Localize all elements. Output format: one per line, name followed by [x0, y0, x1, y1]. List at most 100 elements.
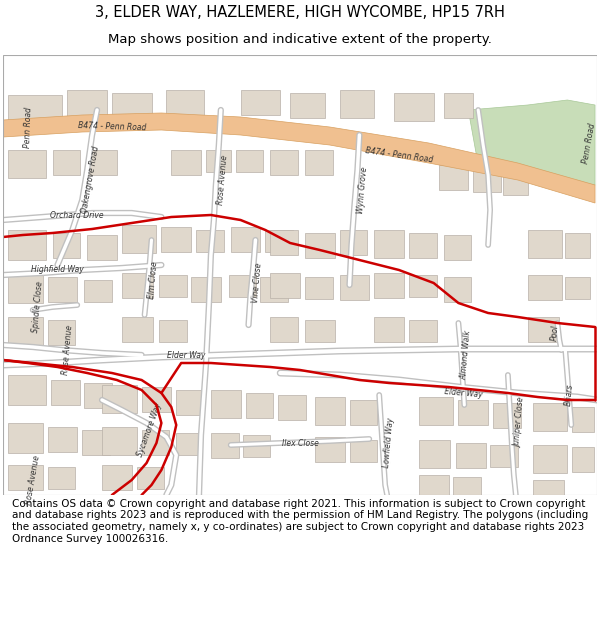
Bar [419, 440, 451, 468]
Bar [211, 433, 239, 458]
Bar [8, 317, 43, 345]
Bar [533, 445, 568, 473]
Bar [196, 230, 224, 252]
Bar [53, 233, 80, 258]
Bar [409, 233, 437, 258]
Text: B474 - Penn Road: B474 - Penn Road [77, 121, 146, 132]
Bar [572, 407, 594, 432]
Bar [191, 277, 221, 302]
Text: Highfield Way: Highfield Way [31, 266, 84, 274]
Bar [137, 467, 164, 489]
Bar [350, 400, 377, 425]
Bar [53, 150, 80, 175]
Text: Contains OS data © Crown copyright and database right 2021. This information is : Contains OS data © Crown copyright and d… [12, 499, 588, 544]
Bar [305, 233, 335, 258]
Bar [340, 90, 374, 118]
Bar [565, 233, 590, 258]
Bar [278, 395, 306, 420]
Bar [394, 93, 434, 121]
Bar [374, 273, 404, 298]
Text: Elder Way: Elder Way [444, 387, 483, 399]
Text: Rose Avenue: Rose Avenue [61, 325, 74, 375]
Bar [176, 390, 204, 415]
Bar [245, 393, 273, 418]
Text: Oakengrove Road: Oakengrove Road [80, 146, 100, 214]
Bar [241, 90, 280, 115]
Bar [160, 320, 187, 342]
Bar [176, 433, 201, 455]
Text: Penn Road: Penn Road [23, 106, 33, 148]
Bar [8, 465, 43, 490]
Bar [340, 230, 367, 255]
Bar [122, 225, 157, 253]
Bar [528, 230, 562, 258]
Polygon shape [3, 113, 595, 203]
Bar [490, 445, 518, 467]
Bar [122, 273, 154, 298]
Bar [47, 277, 77, 302]
Bar [374, 317, 404, 342]
Bar [8, 150, 46, 178]
Bar [350, 440, 377, 462]
Bar [443, 235, 471, 260]
Bar [443, 93, 473, 118]
Bar [315, 437, 344, 462]
Bar [160, 275, 187, 297]
Bar [229, 275, 256, 297]
Bar [454, 477, 481, 499]
Text: Vine Close: Vine Close [251, 262, 263, 304]
Bar [271, 230, 298, 255]
Bar [315, 397, 344, 425]
Bar [84, 383, 112, 408]
Bar [102, 427, 137, 455]
Bar [236, 150, 263, 172]
Bar [340, 275, 370, 300]
Bar [142, 387, 172, 412]
Bar [305, 277, 332, 299]
Bar [8, 230, 46, 260]
Bar [47, 427, 77, 452]
Text: Spindle Close: Spindle Close [31, 281, 44, 333]
Bar [8, 275, 43, 303]
Bar [457, 443, 486, 468]
Bar [82, 430, 110, 455]
Bar [290, 93, 325, 118]
Bar [47, 320, 75, 345]
Bar [8, 375, 46, 405]
Bar [493, 403, 521, 428]
Bar [473, 170, 501, 192]
Bar [419, 475, 449, 500]
Bar [211, 390, 241, 418]
Bar [122, 317, 154, 342]
Bar [305, 150, 332, 175]
Bar [503, 173, 528, 195]
Bar [102, 465, 132, 490]
Bar [374, 230, 404, 258]
Bar [260, 277, 288, 302]
Bar [458, 400, 488, 425]
Bar [87, 150, 117, 175]
Text: Lowfield Way: Lowfield Way [382, 418, 396, 468]
Text: B474 - Penn Road: B474 - Penn Road [365, 146, 433, 164]
Bar [271, 273, 300, 298]
Text: Elder Way: Elder Way [167, 351, 205, 359]
Bar [8, 95, 62, 125]
Text: Wynn Grove: Wynn Grove [356, 166, 369, 214]
Bar [271, 150, 298, 175]
Bar [443, 277, 471, 302]
Bar [409, 320, 437, 342]
Bar [565, 277, 590, 299]
Bar [166, 90, 204, 118]
Bar [102, 385, 137, 413]
Bar [528, 275, 562, 300]
Bar [67, 90, 107, 120]
Bar [172, 150, 201, 175]
Bar [142, 430, 169, 455]
Text: Briars: Briars [564, 384, 575, 406]
Bar [265, 230, 293, 252]
Bar [439, 165, 469, 190]
Bar [305, 320, 335, 342]
Text: Rose Avenue: Rose Avenue [24, 454, 41, 506]
Bar [206, 150, 231, 172]
Bar [572, 447, 594, 472]
